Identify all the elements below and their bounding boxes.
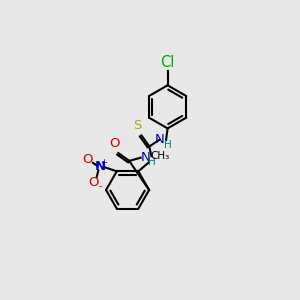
Text: +: + xyxy=(100,158,107,166)
Text: N: N xyxy=(94,160,105,173)
Text: H: H xyxy=(164,140,172,150)
Text: Cl: Cl xyxy=(160,55,175,70)
Text: N: N xyxy=(141,151,151,164)
Text: O: O xyxy=(82,153,93,166)
Text: O: O xyxy=(109,137,120,150)
Text: S: S xyxy=(134,119,142,132)
Text: CH₃: CH₃ xyxy=(151,151,170,160)
Text: N: N xyxy=(155,134,165,146)
Text: O: O xyxy=(88,176,99,189)
Text: H: H xyxy=(148,157,156,166)
Text: -: - xyxy=(98,181,102,191)
